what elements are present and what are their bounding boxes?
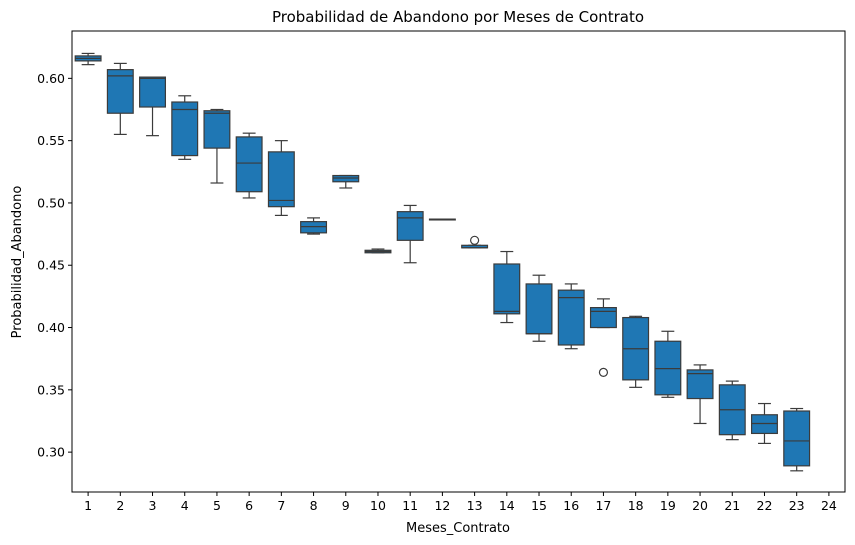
box-month-19 bbox=[654, 330, 682, 398]
x-tick-label: 19 bbox=[660, 498, 676, 513]
x-tick-label: 23 bbox=[789, 498, 805, 513]
x-tick-label: 14 bbox=[499, 498, 515, 513]
plot-frame bbox=[71, 30, 846, 493]
box-month-9 bbox=[332, 174, 360, 189]
iqr-box bbox=[525, 283, 553, 335]
x-tick-label: 13 bbox=[467, 498, 483, 513]
iqr-box bbox=[686, 369, 714, 400]
box-month-11 bbox=[396, 204, 424, 264]
x-tick-label: 3 bbox=[149, 498, 157, 513]
x-tick-label: 6 bbox=[245, 498, 253, 513]
box-month-4 bbox=[171, 95, 199, 160]
box-month-12 bbox=[428, 218, 456, 221]
iqr-box bbox=[557, 289, 585, 346]
box-month-20 bbox=[686, 364, 714, 425]
x-tick-label: 22 bbox=[757, 498, 773, 513]
x-tick-label: 18 bbox=[628, 498, 644, 513]
iqr-box bbox=[589, 307, 617, 329]
box-month-15 bbox=[525, 274, 553, 342]
box-month-16 bbox=[557, 283, 585, 350]
chart-title: Probabilidad de Abandono por Meses de Co… bbox=[272, 8, 644, 26]
x-tick-label: 20 bbox=[692, 498, 708, 513]
iqr-box bbox=[203, 110, 231, 149]
x-tick-label: 1 bbox=[84, 498, 92, 513]
x-axis-label: Meses_Contrato bbox=[406, 521, 510, 536]
box-month-17 bbox=[589, 298, 617, 377]
y-tick-label: 0.35 bbox=[37, 382, 65, 397]
y-axis: 0.30 0.35 0.40 0.45 0.50 0.55 0.60 bbox=[37, 71, 72, 460]
box-month-1 bbox=[74, 52, 102, 66]
y-tick-label: 0.55 bbox=[37, 133, 65, 148]
boxes-layer bbox=[74, 52, 811, 472]
box-month-21 bbox=[718, 380, 746, 441]
x-tick-label: 12 bbox=[434, 498, 450, 513]
iqr-box bbox=[654, 340, 682, 396]
x-tick-label: 4 bbox=[181, 498, 189, 513]
box-month-22 bbox=[750, 402, 778, 445]
x-axis: 1 2 3 4 5 6 7 8 9 10 11 12 13 14 15 16 17 18 19 20 21 22 23 24 bbox=[84, 492, 837, 513]
y-tick-label: 0.60 bbox=[37, 71, 65, 86]
x-tick-label: 11 bbox=[402, 498, 418, 513]
iqr-box bbox=[783, 410, 811, 467]
iqr-box bbox=[267, 151, 295, 208]
iqr-box bbox=[332, 174, 360, 183]
iqr-box bbox=[493, 263, 521, 315]
y-axis-label: Probabilidad_Abandono bbox=[10, 186, 25, 339]
x-tick-label: 8 bbox=[310, 498, 318, 513]
y-tick-label: 0.40 bbox=[37, 320, 65, 335]
box-month-5 bbox=[203, 108, 231, 184]
box-month-10 bbox=[364, 248, 392, 254]
x-tick-label: 16 bbox=[563, 498, 579, 513]
box-month-23 bbox=[783, 407, 811, 472]
box-month-2 bbox=[106, 62, 134, 136]
x-tick-label: 15 bbox=[531, 498, 547, 513]
iqr-box bbox=[235, 136, 263, 193]
iqr-box bbox=[171, 101, 199, 157]
y-tick-label: 0.50 bbox=[37, 195, 65, 210]
x-tick-label: 2 bbox=[116, 498, 124, 513]
x-tick-label: 17 bbox=[595, 498, 611, 513]
x-tick-label: 9 bbox=[342, 498, 350, 513]
iqr-box bbox=[300, 221, 328, 234]
box-month-13 bbox=[461, 235, 489, 249]
box-month-3 bbox=[139, 76, 167, 137]
iqr-box bbox=[396, 211, 424, 241]
x-tick-label: 7 bbox=[277, 498, 285, 513]
x-tick-label: 10 bbox=[370, 498, 386, 513]
x-tick-label: 24 bbox=[821, 498, 837, 513]
iqr-box bbox=[750, 414, 778, 435]
iqr-box bbox=[139, 76, 167, 108]
y-tick-label: 0.30 bbox=[37, 445, 65, 460]
box-month-8 bbox=[300, 217, 328, 235]
y-tick-label: 0.45 bbox=[37, 258, 65, 273]
outlier-point bbox=[470, 235, 480, 245]
outlier-point bbox=[598, 367, 609, 377]
iqr-box bbox=[106, 69, 134, 114]
box-month-18 bbox=[622, 315, 650, 388]
x-tick-label: 21 bbox=[724, 498, 740, 513]
box-month-6 bbox=[235, 132, 263, 199]
x-tick-label: 5 bbox=[213, 498, 221, 513]
box-month-7 bbox=[267, 140, 295, 216]
box-month-14 bbox=[493, 250, 521, 324]
